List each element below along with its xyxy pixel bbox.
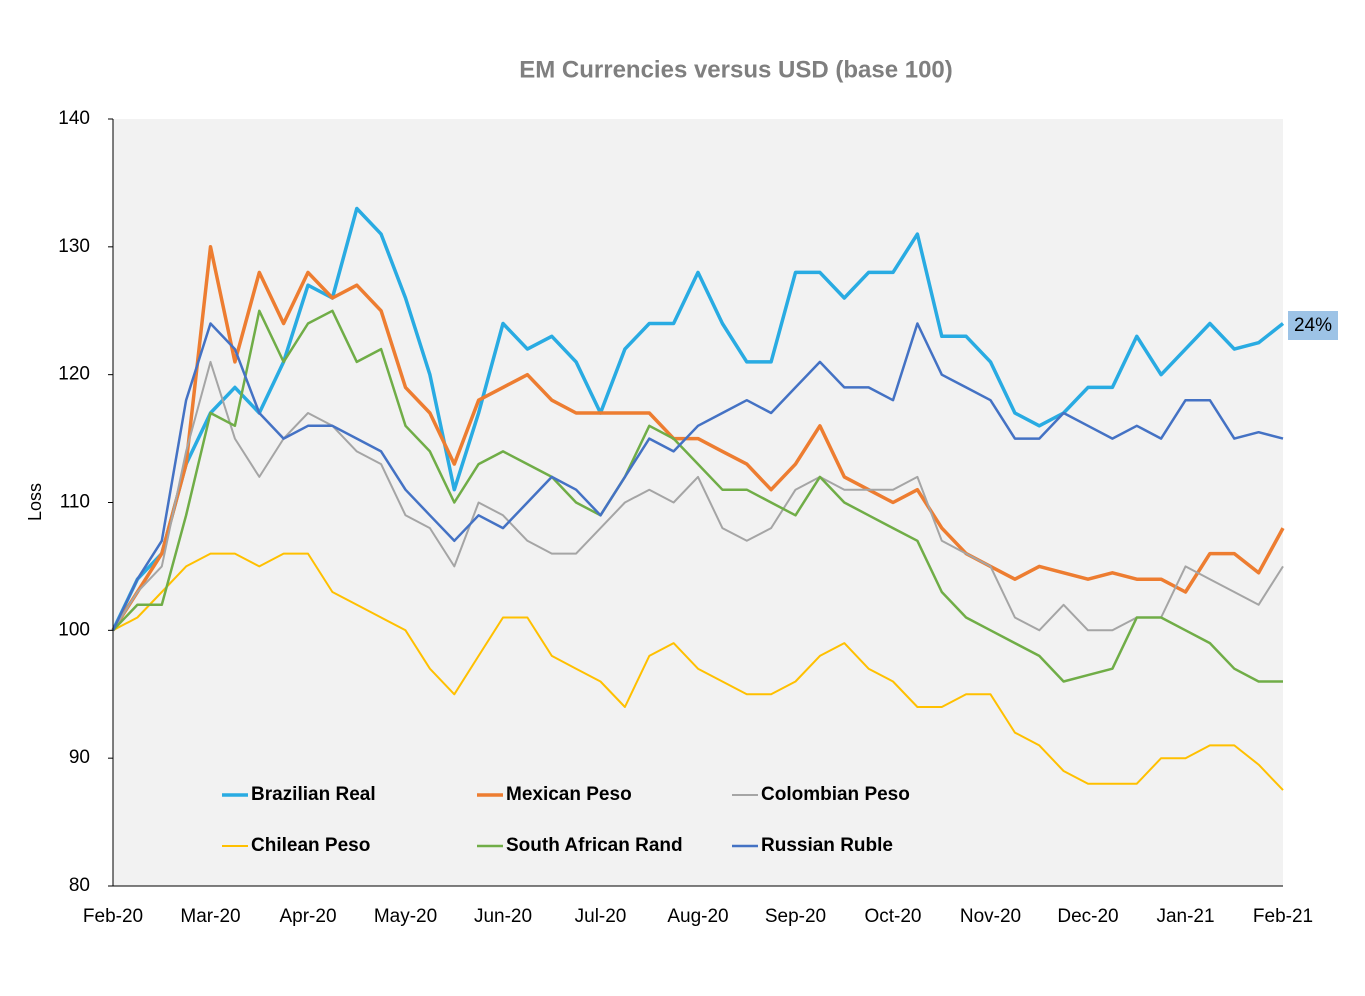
x-tick-label: Sep-20 <box>765 906 826 927</box>
lines-group <box>111 206 1285 791</box>
y-tick-label: 80 <box>69 875 90 896</box>
y-tick-label: 100 <box>58 619 90 640</box>
legend-label: Mexican Peso <box>506 784 632 805</box>
series-line <box>111 206 1285 632</box>
series-line <box>112 360 1284 632</box>
series-line <box>112 309 1283 683</box>
x-tick-label: Nov-20 <box>960 906 1021 927</box>
x-tick-label: Feb-21 <box>1253 906 1313 927</box>
axis-group: 80 90 100 110 120 130 140 Feb-20 Mar-20 Apr-20 May… <box>58 108 1313 927</box>
legend: Brazilian Real Mexican Peso Colombian Peso… <box>222 784 910 856</box>
x-tick-label: Apr-20 <box>279 906 336 927</box>
x-tick-label: May-20 <box>374 906 437 927</box>
x-tick-label: Oct-20 <box>864 906 921 927</box>
legend-label: South African Rand <box>506 835 683 856</box>
annotation-box <box>1288 311 1338 340</box>
annotation: 24% <box>1294 315 1332 336</box>
chart-title: EM Currencies versus USD (base 100) <box>519 56 953 83</box>
legend-label: Brazilian Real <box>251 784 376 805</box>
y-tick-label: 110 <box>60 492 90 513</box>
y-tick-label: 90 <box>69 747 90 768</box>
series-line <box>111 245 1285 632</box>
x-tick-label: Feb-20 <box>83 906 143 927</box>
y-axis-label: Loss <box>25 483 45 521</box>
legend-label: Colombian Peso <box>761 784 910 805</box>
x-tick-label: Dec-20 <box>1057 906 1118 927</box>
series-line <box>112 552 1284 791</box>
x-tick-label: Aug-20 <box>667 906 728 927</box>
x-tick-label: Jun-20 <box>474 906 532 927</box>
y-tick-label: 130 <box>58 236 90 257</box>
x-tick-label: Mar-20 <box>180 906 240 927</box>
y-tick-label: 120 <box>58 364 90 385</box>
x-tick-label: Jan-21 <box>1156 906 1214 927</box>
legend-label: Russian Ruble <box>761 835 893 856</box>
series-line <box>111 322 1284 631</box>
plot-area <box>113 119 1283 886</box>
x-tick-label: Jul-20 <box>575 906 627 927</box>
legend-label: Chilean Peso <box>251 835 370 856</box>
y-tick-label: 140 <box>58 108 90 129</box>
